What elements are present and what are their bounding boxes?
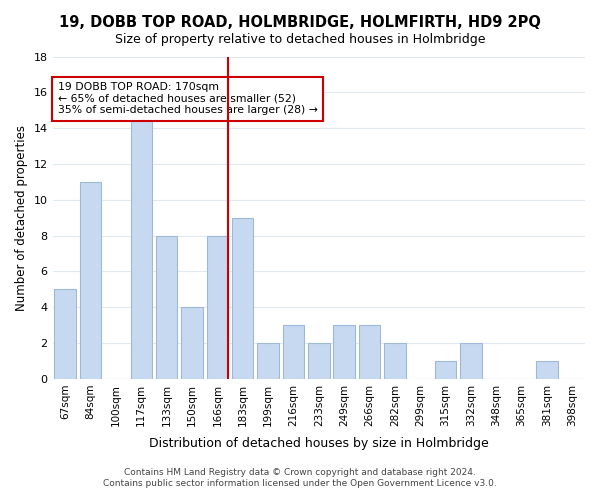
Bar [308, 343, 329, 379]
Bar [435, 361, 457, 379]
Y-axis label: Number of detached properties: Number of detached properties [15, 124, 28, 310]
Bar [131, 110, 152, 379]
Text: Size of property relative to detached houses in Holmbridge: Size of property relative to detached ho… [115, 32, 485, 46]
Bar [283, 325, 304, 379]
Bar [55, 290, 76, 379]
Bar [536, 361, 558, 379]
Bar [232, 218, 253, 379]
Text: 19 DOBB TOP ROAD: 170sqm
← 65% of detached houses are smaller (52)
35% of semi-d: 19 DOBB TOP ROAD: 170sqm ← 65% of detach… [58, 82, 318, 116]
Bar [460, 343, 482, 379]
Bar [359, 325, 380, 379]
Bar [181, 308, 203, 379]
Text: Contains HM Land Registry data © Crown copyright and database right 2024.
Contai: Contains HM Land Registry data © Crown c… [103, 468, 497, 487]
Bar [156, 236, 178, 379]
Bar [80, 182, 101, 379]
Text: 19, DOBB TOP ROAD, HOLMBRIDGE, HOLMFIRTH, HD9 2PQ: 19, DOBB TOP ROAD, HOLMBRIDGE, HOLMFIRTH… [59, 15, 541, 30]
X-axis label: Distribution of detached houses by size in Holmbridge: Distribution of detached houses by size … [149, 437, 488, 450]
Bar [384, 343, 406, 379]
Bar [257, 343, 279, 379]
Bar [206, 236, 228, 379]
Bar [334, 325, 355, 379]
